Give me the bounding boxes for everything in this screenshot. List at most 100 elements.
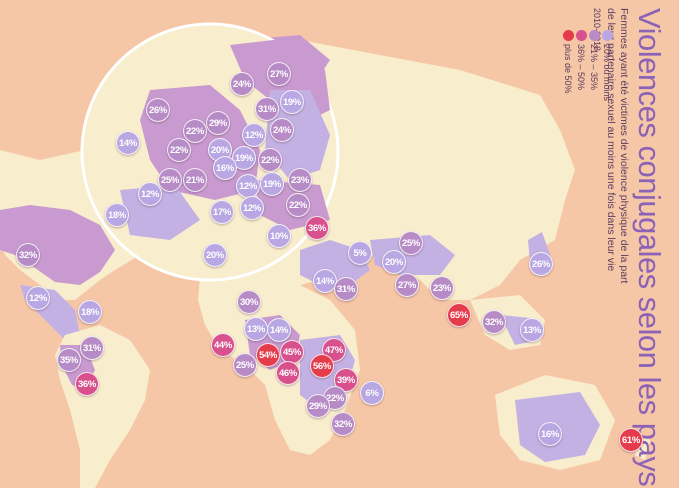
bubble-value: 29%: [308, 400, 328, 412]
bubble-value: 12%: [140, 188, 160, 200]
bubble-value: 36%: [77, 378, 97, 390]
country-bubble: 22%: [258, 148, 282, 172]
subtitle-line2: de leur partenaire sexuel au moins une f…: [605, 8, 617, 272]
country-bubble: 65%: [447, 303, 471, 327]
country-bubble: 32%: [331, 412, 355, 436]
bubble-value: 21%: [185, 174, 205, 186]
bubble-value: 22%: [260, 154, 280, 166]
country-bubble: 23%: [430, 276, 454, 300]
bubble-value: 26%: [531, 258, 551, 270]
bubble-value: 14%: [118, 137, 138, 149]
country-bubble: 54%: [256, 343, 280, 367]
country-bubble: 12%: [242, 123, 266, 147]
country-bubble: 6%: [360, 381, 384, 405]
country-bubble: 10%: [267, 224, 291, 248]
legend-swatch-3: [576, 30, 587, 41]
bubble-value: 45%: [282, 346, 302, 358]
country-bubble: 13%: [244, 317, 268, 341]
legend-label-2: 21% – 35%: [589, 44, 599, 91]
country-bubble: 31%: [255, 97, 279, 121]
bubble-value: 24%: [232, 78, 252, 90]
bubble-value: 14%: [269, 324, 289, 336]
country-bubble: 13%: [520, 318, 544, 342]
country-bubble: 26%: [529, 252, 553, 276]
bubble-value: 54%: [258, 349, 278, 361]
bubble-value: 18%: [80, 306, 100, 318]
country-bubble: 25%: [158, 168, 182, 192]
country-bubble: 22%: [167, 138, 191, 162]
bubble-value: 6%: [365, 387, 379, 399]
country-bubble: 24%: [270, 118, 294, 142]
country-bubble: 27%: [267, 62, 291, 86]
legend-label-1: 20% ou moins: [602, 44, 612, 102]
bubble-value: 56%: [312, 360, 332, 372]
bubble-value: 26%: [148, 104, 168, 116]
country-bubble: 19%: [260, 172, 284, 196]
title-block: Violences conjugales selon les pays Femm…: [518, 0, 679, 488]
subtitle-line1: Femmes ayant été victimes de violence ph…: [618, 8, 630, 284]
bubble-value: 47%: [324, 344, 344, 356]
years-label: 2010-2018: [592, 8, 602, 52]
bubble-value: 12%: [242, 202, 262, 214]
country-bubble: 23%: [288, 168, 312, 192]
legend: 20% ou moins 21% – 35% 36% – 50% plus de…: [563, 30, 613, 140]
bubble-value: 27%: [397, 279, 417, 291]
bubble-value: 10%: [269, 230, 289, 242]
bubble-value: 13%: [522, 324, 542, 336]
country-bubble: 20%: [382, 250, 406, 274]
bubble-value: 16%: [215, 162, 235, 174]
bubble-value: 32%: [18, 249, 38, 261]
country-bubble: 32%: [482, 310, 506, 334]
bubble-value: 22%: [325, 392, 345, 404]
bubble-value: 30%: [239, 296, 259, 308]
country-bubble: 22%: [183, 119, 207, 143]
bubble-value: 20%: [210, 144, 230, 156]
bubble-value: 16%: [540, 428, 560, 440]
bubble-value: 44%: [213, 339, 233, 351]
bubble-value: 25%: [401, 237, 421, 249]
country-bubble: 14%: [116, 131, 140, 155]
country-bubble: 46%: [276, 361, 300, 385]
country-bubble: 14%: [267, 318, 291, 342]
bubble-value: 20%: [384, 256, 404, 268]
bubble-value: 23%: [290, 174, 310, 186]
legend-swatch-1: [602, 30, 613, 41]
country-bubble: 18%: [78, 300, 102, 324]
bubble-value: 46%: [278, 367, 298, 379]
bubble-value: 19%: [262, 178, 282, 190]
country-bubble: 45%: [280, 340, 304, 364]
bubble-value: 14%: [315, 275, 335, 287]
country-bubble: 12%: [236, 174, 260, 198]
country-bubble: 12%: [26, 286, 50, 310]
bubble-value: 65%: [449, 309, 469, 321]
country-bubble: 29%: [306, 394, 330, 418]
country-bubble: 26%: [146, 98, 170, 122]
legend-swatch-2: [589, 30, 600, 41]
country-bubble: 12%: [138, 182, 162, 206]
bubble-value: 24%: [272, 124, 292, 136]
bubble-value: 32%: [333, 418, 353, 430]
bubble-value: 12%: [238, 180, 258, 192]
bubble-value: 39%: [336, 374, 356, 386]
bubble-value: 31%: [257, 103, 277, 115]
country-bubble: 56%: [310, 354, 334, 378]
bubble-value: 23%: [432, 282, 452, 294]
bubble-value: 32%: [484, 316, 504, 328]
bubble-value: 35%: [59, 354, 79, 366]
bubble-value: 12%: [28, 292, 48, 304]
country-bubble: 18%: [105, 203, 129, 227]
country-bubble: 20%: [203, 243, 227, 267]
bubble-value: 19%: [234, 152, 254, 164]
bubble-value: 22%: [169, 144, 189, 156]
country-bubble: 36%: [305, 216, 329, 240]
bubble-value: 31%: [82, 342, 102, 354]
legend-swatch-4: [563, 30, 574, 41]
country-bubble: 5%: [348, 241, 372, 265]
bubble-value: 29%: [208, 117, 228, 129]
country-bubble: 47%: [322, 338, 346, 362]
bubble-value: 25%: [235, 359, 255, 371]
bubble-value: 36%: [307, 222, 327, 234]
map-title: Violences conjugales selon les pays: [632, 8, 667, 487]
country-bubble: 31%: [80, 336, 104, 360]
